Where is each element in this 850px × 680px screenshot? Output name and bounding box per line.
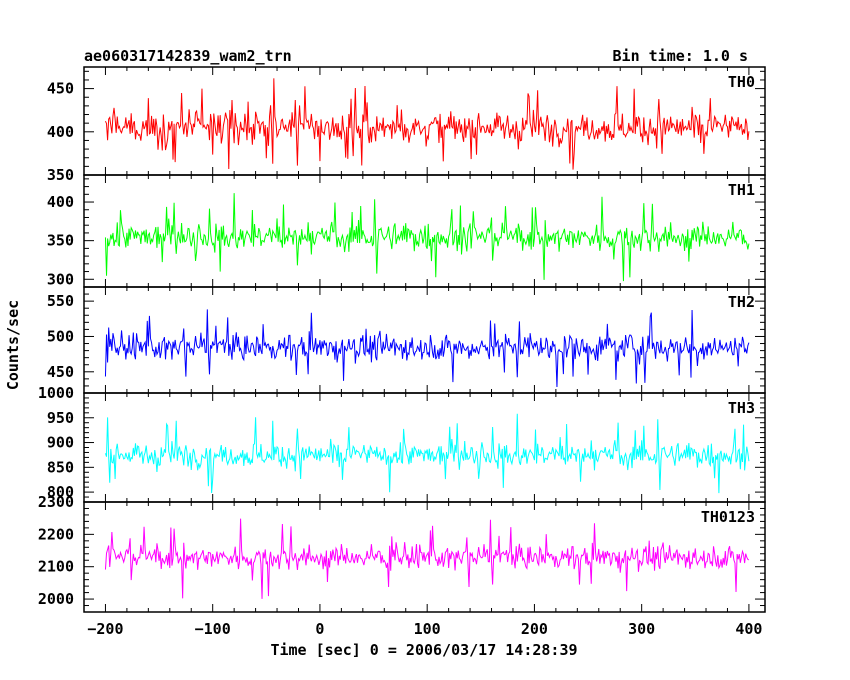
x-axis: −200 −100 0 100 200 300 400 bbox=[87, 620, 762, 638]
x-tick-label: −100 bbox=[195, 620, 231, 638]
y-tick-label: 450 bbox=[47, 363, 74, 381]
y-tick-label: 350 bbox=[47, 166, 74, 184]
x-tick-label: 200 bbox=[521, 620, 548, 638]
y-tick-label: 2100 bbox=[38, 558, 74, 576]
y-axis-label: Counts/sec bbox=[4, 300, 22, 390]
series-line-th0123 bbox=[104, 518, 750, 599]
x-tick-label: −200 bbox=[87, 620, 123, 638]
x-tick-label: 300 bbox=[628, 620, 655, 638]
panel-label-th1: TH1 bbox=[728, 181, 755, 199]
panel-frame bbox=[83, 501, 766, 613]
series-line-th1 bbox=[104, 193, 750, 282]
x-axis-label: Time [sec] 0 = 2006/03/17 14:28:39 bbox=[270, 641, 577, 659]
y-tick-label: 400 bbox=[47, 123, 74, 141]
chart-title: ae060317142839_wam2_trn bbox=[84, 47, 292, 65]
y-tick-label: 2000 bbox=[38, 590, 74, 608]
panel-th0123: 2000 2100 2200 2300 TH0123 bbox=[38, 493, 766, 613]
panel-frame bbox=[83, 66, 766, 176]
panel-th2: 450 500 550 TH2 bbox=[47, 286, 766, 394]
x-tick-label: 100 bbox=[414, 620, 441, 638]
y-tick-label: 1000 bbox=[38, 384, 74, 402]
y-tick-label: 350 bbox=[47, 232, 74, 250]
bin-time-label: Bin time: 1.0 s bbox=[613, 47, 748, 65]
y-tick-label: 950 bbox=[47, 409, 74, 427]
series-line-th0 bbox=[104, 78, 750, 170]
panel-label-th2: TH2 bbox=[728, 293, 755, 311]
y-tick-label: 400 bbox=[47, 193, 74, 211]
y-tick-label: 850 bbox=[47, 458, 74, 476]
y-tick-label: 2200 bbox=[38, 525, 74, 543]
y-tick-label: 800 bbox=[47, 483, 74, 501]
panel-th0: 350 400 450 TH0 bbox=[47, 66, 766, 184]
panel-frame bbox=[83, 286, 766, 394]
y-tick-label: 300 bbox=[47, 270, 74, 288]
panel-label-th3: TH3 bbox=[728, 399, 755, 417]
series-line-th3 bbox=[104, 413, 750, 494]
y-tick-label: 550 bbox=[47, 292, 74, 310]
y-tick-label: 900 bbox=[47, 434, 74, 452]
x-tick-label: 400 bbox=[735, 620, 762, 638]
series-line-th2 bbox=[104, 309, 750, 388]
y-tick-label: 500 bbox=[47, 327, 74, 345]
y-tick-label: 2300 bbox=[38, 493, 74, 511]
panel-label-th0123: TH0123 bbox=[701, 508, 755, 526]
x-tick-label: 0 bbox=[315, 620, 324, 638]
panel-th1: 300 350 400 TH1 bbox=[47, 174, 766, 288]
panel-label-th0: TH0 bbox=[728, 73, 755, 91]
y-tick-label: 450 bbox=[47, 80, 74, 98]
panel-th3: 800 850 900 950 1000 TH3 bbox=[38, 384, 766, 503]
